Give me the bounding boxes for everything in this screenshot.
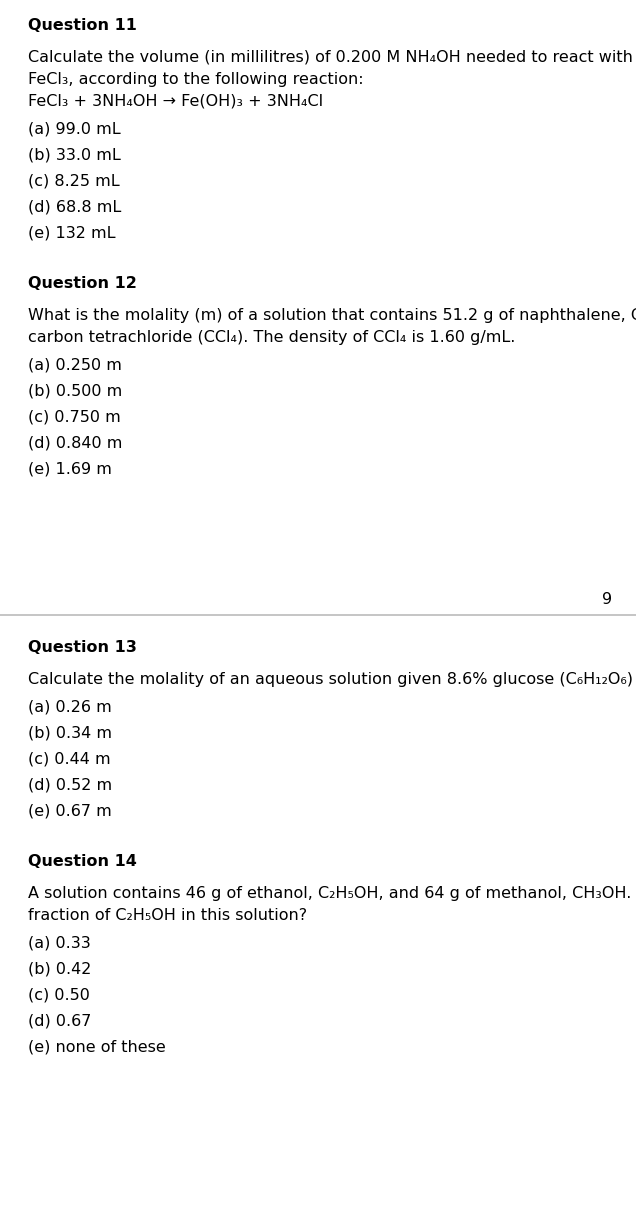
- Text: (d) 0.67: (d) 0.67: [28, 1014, 92, 1029]
- Text: Question 13: Question 13: [28, 640, 137, 655]
- Text: (b) 0.42: (b) 0.42: [28, 962, 92, 977]
- Text: (b) 33.0 mL: (b) 33.0 mL: [28, 147, 121, 163]
- Text: What is the molality (m) of a solution that contains 51.2 g of naphthalene, C₁₀H: What is the molality (m) of a solution t…: [28, 308, 636, 323]
- Text: FeCl₃ + 3NH₄OH → Fe(OH)₃ + 3NH₄Cl: FeCl₃ + 3NH₄OH → Fe(OH)₃ + 3NH₄Cl: [28, 94, 323, 109]
- Text: (e) none of these: (e) none of these: [28, 1040, 166, 1055]
- Text: fraction of C₂H₅OH in this solution?: fraction of C₂H₅OH in this solution?: [28, 908, 307, 922]
- Text: (e) 0.67 m: (e) 0.67 m: [28, 804, 112, 818]
- Text: (c) 0.44 m: (c) 0.44 m: [28, 752, 111, 767]
- Text: A solution contains 46 g of ethanol, C₂H₅OH, and 64 g of methanol, CH₃OH. What i: A solution contains 46 g of ethanol, C₂H…: [28, 886, 636, 901]
- Text: (d) 68.8 mL: (d) 68.8 mL: [28, 199, 121, 215]
- Text: Calculate the molality of an aqueous solution given 8.6% glucose (C₆H₁₂O₆) by we: Calculate the molality of an aqueous sol…: [28, 672, 636, 687]
- Text: Calculate the volume (in millilitres) of 0.200 M NH₄OH needed to react with 12.0: Calculate the volume (in millilitres) of…: [28, 50, 636, 65]
- Text: Question 14: Question 14: [28, 854, 137, 869]
- Text: (a) 0.250 m: (a) 0.250 m: [28, 358, 122, 374]
- Text: (c) 0.750 m: (c) 0.750 m: [28, 410, 121, 426]
- Text: (d) 0.52 m: (d) 0.52 m: [28, 779, 112, 793]
- Text: (b) 0.500 m: (b) 0.500 m: [28, 384, 122, 399]
- Text: 9: 9: [602, 592, 612, 607]
- Text: (e) 1.69 m: (e) 1.69 m: [28, 462, 112, 478]
- Text: (c) 8.25 mL: (c) 8.25 mL: [28, 174, 120, 189]
- Text: (d) 0.840 m: (d) 0.840 m: [28, 436, 122, 451]
- Text: Question 12: Question 12: [28, 276, 137, 291]
- Text: (b) 0.34 m: (b) 0.34 m: [28, 725, 112, 741]
- Text: (e) 132 mL: (e) 132 mL: [28, 226, 116, 241]
- Text: (a) 0.26 m: (a) 0.26 m: [28, 700, 112, 715]
- Text: FeCl₃, according to the following reaction:: FeCl₃, according to the following reacti…: [28, 73, 364, 87]
- Text: (c) 0.50: (c) 0.50: [28, 988, 90, 1003]
- Text: carbon tetrachloride (CCl₄). The density of CCl₄ is 1.60 g/mL.: carbon tetrachloride (CCl₄). The density…: [28, 330, 515, 345]
- Text: (a) 0.33: (a) 0.33: [28, 936, 91, 951]
- Text: (a) 99.0 mL: (a) 99.0 mL: [28, 122, 121, 137]
- Text: Question 11: Question 11: [28, 18, 137, 33]
